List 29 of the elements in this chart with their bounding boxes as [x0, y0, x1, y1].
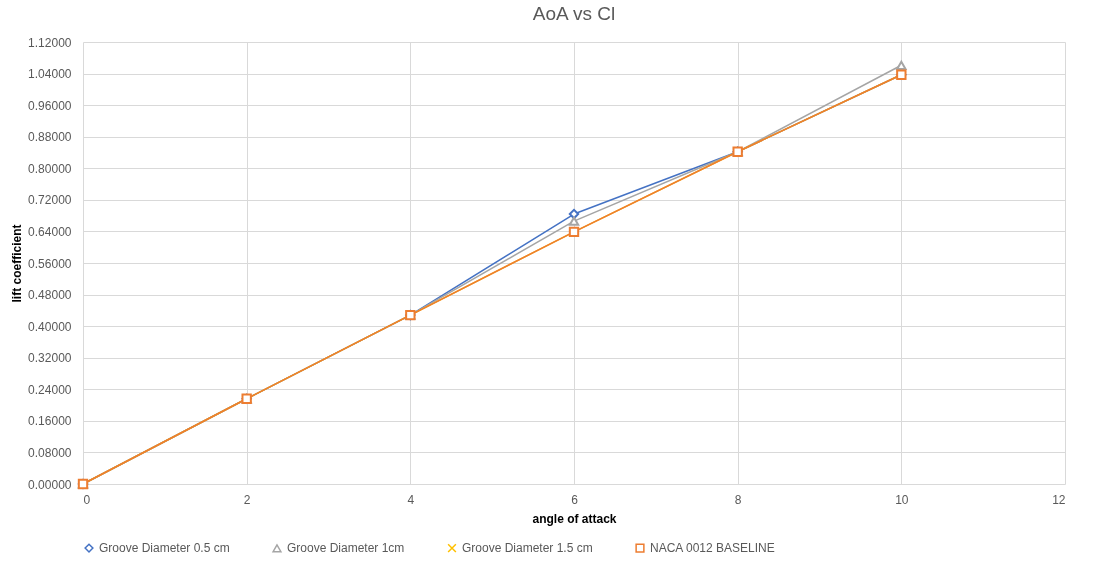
legend-label: Groove Diameter 1cm: [287, 541, 405, 556]
y-tick-label: 1.12000: [28, 35, 72, 50]
x-axis-title: angle of attack: [532, 511, 617, 526]
legend-label: Groove Diameter 1.5 cm: [462, 541, 593, 556]
y-tick-label: 0.88000: [28, 130, 72, 145]
y-tick-label: 0.08000: [28, 445, 72, 460]
x-tick-label: 2: [243, 492, 251, 507]
x-tick-label: 10: [895, 492, 909, 507]
legend-label: Groove Diameter 0.5 cm: [99, 541, 230, 556]
x-tick-label: 6: [571, 492, 579, 507]
x-tick-label: 12: [1052, 492, 1066, 507]
y-axis-title: lift coefficient: [10, 224, 25, 303]
y-tick-label: 0.48000: [28, 288, 72, 303]
x-tick-label: 0: [83, 492, 91, 507]
y-tick-label: 0.16000: [28, 414, 72, 429]
y-tick-label: 0.96000: [28, 98, 72, 113]
y-tick-label: 0.40000: [28, 319, 72, 334]
x-tick-label: 4: [407, 492, 415, 507]
y-tick-label: 1.04000: [28, 67, 72, 82]
legend-label: NACA 0012 BASELINE: [650, 541, 775, 556]
y-tick-label: 0.32000: [28, 351, 72, 366]
x-tick-label: 8: [734, 492, 742, 507]
y-tick-label: 0.00000: [28, 477, 72, 492]
y-tick-label: 0.64000: [28, 224, 72, 239]
y-tick-label: 0.56000: [28, 256, 72, 271]
y-tick-label: 0.80000: [28, 161, 72, 176]
y-tick-label: 0.72000: [28, 193, 72, 208]
chart-title: AoA vs Cl: [532, 3, 616, 24]
y-tick-label: 0.24000: [28, 382, 72, 397]
